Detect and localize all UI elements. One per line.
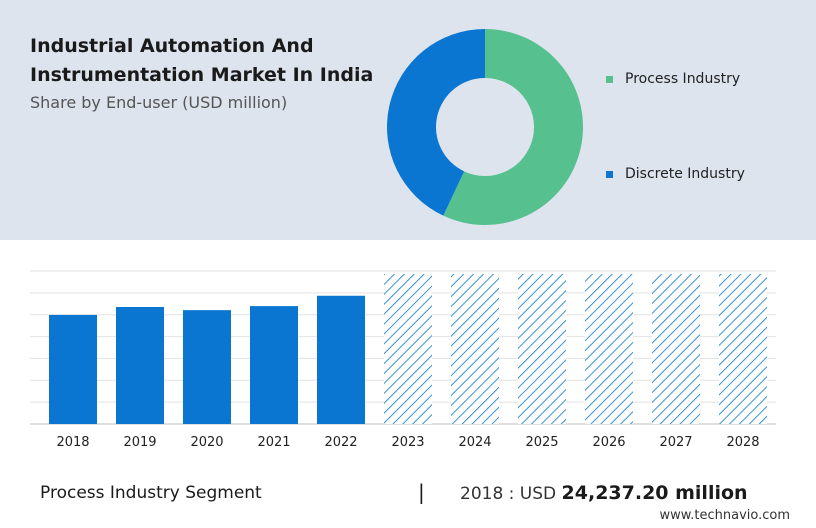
footer-value-label: 24,237.20 million [561,482,748,504]
bar-2019 [116,307,164,424]
x-tick-label-2022: 2022 [324,435,357,450]
x-tick-label-2028: 2028 [726,435,759,450]
bar-2021 [250,306,298,424]
x-tick-label-2024: 2024 [458,435,491,450]
bar-2020 [183,310,231,424]
bar-2022 [317,295,365,424]
x-tick-label-2025: 2025 [525,435,558,450]
forecast-bar-2028 [719,274,767,424]
x-tick-label-2023: 2023 [391,435,424,450]
donut-chart [387,29,583,225]
chart-title: Industrial Automation And Instrumentatio… [30,35,374,86]
forecast-bar-2027 [652,274,700,424]
forecast-bar-2025 [518,274,566,424]
legend-swatch-discrete-industry [606,170,613,178]
forecast-bar-2024 [451,274,499,424]
x-tick-label-2020: 2020 [190,435,223,450]
legend-label-process-industry: Process Industry [625,71,741,87]
bar-2018 [49,314,97,424]
x-tick-label-2027: 2027 [659,435,692,450]
donut-slice-discrete-industry [387,29,485,216]
brand-url: www.technavio.com [659,508,790,523]
footer-separator: | [418,480,425,504]
x-tick-label-2026: 2026 [592,435,625,450]
legend-item-discrete-industry: Discrete Industry [606,166,745,182]
legend-item-process-industry: Process Industry [606,71,740,87]
x-tick-label-2019: 2019 [123,435,156,450]
x-tick-label-2018: 2018 [56,435,89,450]
donut-slice-process-industry [443,29,583,225]
bar-chart: 2018 2019 2020 2021 2022 2023 2024 2025 2026 2027… [30,270,776,450]
footer-year-label: 2018 : USD [460,484,557,504]
forecast-bar-2023 [384,274,432,424]
legend-label-discrete-industry: Discrete Industry [625,166,745,182]
x-tick-label-2021: 2021 [257,435,290,450]
forecast-bar-2026 [585,274,633,424]
footer-segment: Process Industry Segment [40,483,262,503]
footer-value: 2018 : USD 24,237.20 million [460,482,748,504]
chart-subtitle: Share by End-user (USD million) [30,93,288,112]
legend-swatch-process-industry [606,75,613,83]
